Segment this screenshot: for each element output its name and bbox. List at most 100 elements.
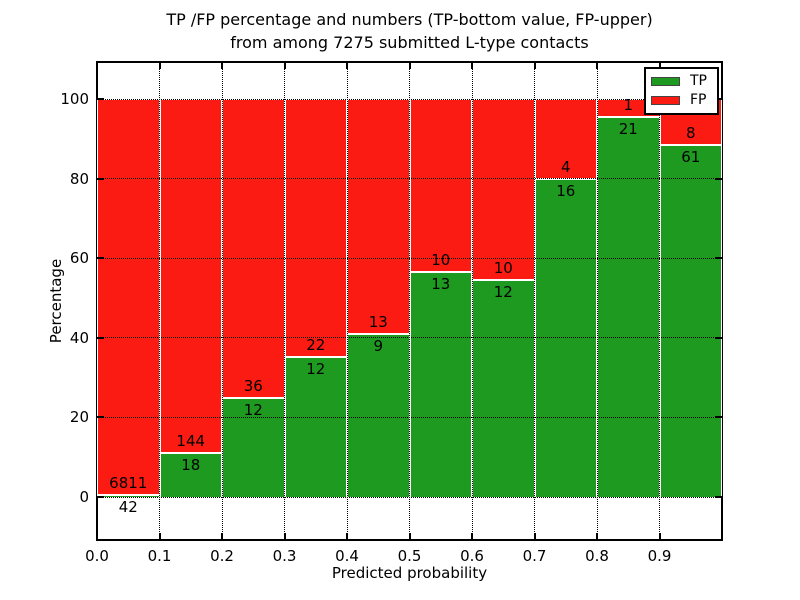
gridline-vertical [284, 62, 285, 540]
bar-9-tp-count-label: 61 [681, 148, 701, 167]
bar-6-tp-segment [472, 279, 535, 497]
bar-5-tp-count-label: 13 [431, 275, 451, 294]
gridline-vertical [159, 62, 160, 540]
bar-1-fp-count-label: 144 [176, 431, 206, 450]
x-tick-mark [471, 62, 473, 69]
x-tick-mark [346, 533, 348, 540]
x-tick-mark [471, 533, 473, 540]
gridline-horizontal [97, 416, 722, 418]
y-tick-mark [97, 257, 104, 260]
gridline-vertical [409, 62, 410, 540]
x-tick-label: 0.2 [210, 547, 234, 565]
x-tick-mark [221, 533, 223, 540]
x-tick-label: 0.7 [522, 547, 547, 565]
bar-4-fp-segment [347, 99, 410, 335]
x-tick-label: 0.4 [335, 547, 359, 565]
y-tick-mark [97, 416, 104, 419]
x-tick-label: 0.0 [85, 547, 109, 565]
x-tick-label: 0.9 [647, 547, 672, 565]
y-tick-mark [97, 336, 104, 339]
x-tick-mark [408, 62, 411, 69]
bar-1-tp-count-label: 18 [181, 455, 201, 474]
gridline-horizontal [97, 496, 722, 498]
x-tick-mark [658, 62, 661, 69]
y-tick-label: 80 [69, 169, 89, 188]
gridline-vertical [471, 62, 473, 540]
x-tick-mark [283, 533, 286, 540]
gridline-vertical [346, 62, 348, 540]
fp-legend-label: FP [690, 92, 707, 108]
x-tick-mark [158, 533, 161, 540]
legend-entry-fp: FP [651, 91, 713, 110]
x-tick-mark [221, 62, 223, 69]
y-tick-mark [715, 257, 722, 260]
x-tick-mark [596, 62, 598, 69]
bar-6-fp-count-label: 10 [493, 258, 513, 277]
x-tick-mark [596, 533, 598, 540]
gridline-horizontal [97, 98, 722, 100]
y-tick-mark [715, 496, 722, 498]
x-tick-mark [408, 533, 411, 540]
gridline-vertical [534, 62, 535, 540]
x-tick-label: 0.1 [147, 547, 172, 565]
x-tick-mark [158, 62, 161, 69]
gridline-horizontal [97, 178, 722, 180]
y-tick-label: 60 [69, 249, 89, 268]
bar-4-fp-count-label: 13 [368, 313, 388, 332]
tp-legend-swatch [651, 77, 680, 86]
x-tick-mark [533, 62, 536, 69]
tp-legend-label: TP [690, 73, 707, 89]
y-tick-label: 100 [60, 90, 89, 108]
chart-title-line1: TP /FP percentage and numbers (TP-bottom… [166, 10, 653, 29]
y-tick-mark [97, 496, 104, 498]
fp-legend-swatch [651, 96, 680, 105]
gridline-horizontal [97, 257, 722, 259]
bar-5-fp-count-label: 10 [431, 251, 451, 270]
y-tick-label: 0 [79, 488, 89, 506]
bar-6-tp-count-label: 12 [493, 282, 513, 301]
bar-5-fp-segment [409, 99, 472, 273]
bar-8-fp-count-label: 1 [623, 96, 634, 115]
gridline-horizontal [97, 337, 722, 339]
gridline-vertical [659, 62, 660, 540]
y-tick-label: 20 [69, 408, 89, 427]
y-tick-mark [715, 177, 722, 180]
bar-3-tp-segment [284, 356, 347, 497]
bar-8-tp-count-label: 21 [618, 120, 638, 139]
x-tick-mark [658, 533, 661, 540]
x-axis-label: Predicted probability [331, 564, 488, 582]
x-tick-label: 0.8 [585, 547, 609, 565]
bar-7-fp-count-label: 4 [560, 157, 571, 176]
x-tick-mark [346, 62, 348, 69]
bar-5-tp-segment [409, 272, 472, 497]
x-tick-label: 0.6 [460, 547, 484, 565]
bar-2-fp-count-label: 36 [243, 376, 263, 395]
gridline-vertical [221, 62, 223, 540]
bar-8-tp-segment [597, 117, 660, 497]
bar-0-tp-count-label: 42 [118, 497, 138, 516]
chart-title-line2: from among 7275 submitted L-type contact… [230, 33, 589, 52]
bar-9-tp-segment [659, 145, 722, 497]
chart-title: TP /FP percentage and numbers (TP-bottom… [97, 8, 722, 54]
y-tick-mark [715, 336, 722, 339]
x-tick-mark [533, 533, 536, 540]
legend-entry-tp: TP [651, 72, 713, 91]
x-tick-mark [283, 62, 286, 69]
bar-9-fp-count-label: 8 [685, 124, 696, 143]
bar-3-tp-count-label: 12 [306, 359, 326, 378]
bar-0-fp-count-label: 6811 [109, 473, 148, 492]
plot-area: TP FP 6811 42 144 18 36 12 22 12 13 9 10 13 10 12 4 1 6 1… [60, 61, 723, 565]
bar-4-tp-segment [347, 334, 410, 497]
legend: TP FP [644, 67, 719, 115]
y-tick-mark [97, 98, 104, 100]
bar-0-fp-segment [97, 99, 160, 495]
bar-4-tp-count-label: 9 [373, 337, 384, 356]
y-tick-mark [715, 416, 722, 419]
y-tick-mark [97, 177, 104, 180]
bar-3-fp-count-label: 22 [306, 335, 326, 354]
x-tick-label: 0.5 [397, 547, 422, 565]
y-tick-label: 40 [69, 328, 89, 347]
bar-2-tp-count-label: 12 [243, 400, 263, 419]
gridline-vertical [596, 62, 598, 540]
